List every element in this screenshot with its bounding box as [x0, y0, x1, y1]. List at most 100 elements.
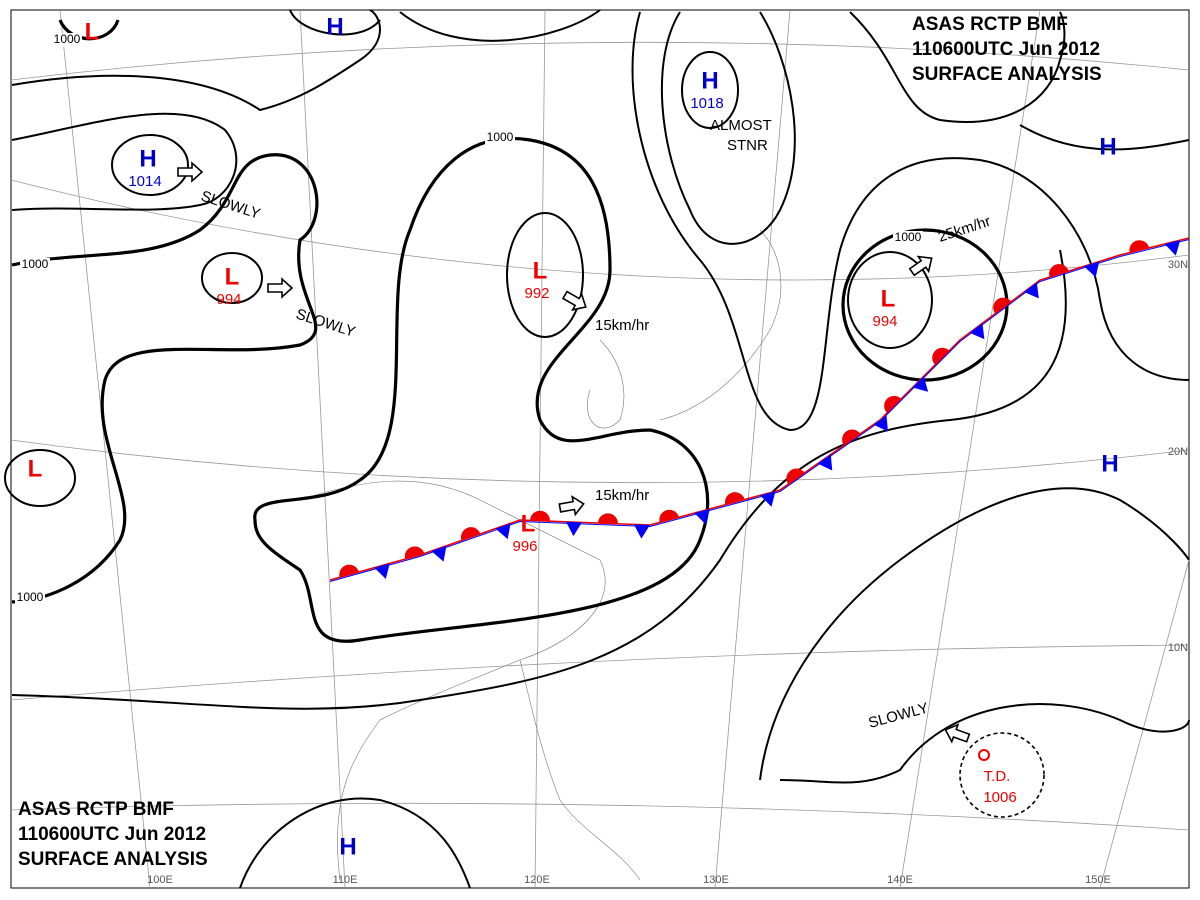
warm-symbol	[884, 395, 902, 413]
pressure-value: 992	[524, 285, 549, 302]
header-line: SURFACE ANALYSIS	[912, 64, 1102, 85]
lat-line	[10, 179, 1190, 281]
pressure-value: 1018	[690, 95, 723, 112]
pressure-symbol: H	[1101, 450, 1118, 477]
isobar	[111, 134, 189, 196]
longitude-label: 120E	[524, 874, 550, 886]
isobar	[11, 9, 381, 112]
stationary-front	[329, 237, 1190, 582]
cold-symbol	[1024, 282, 1039, 299]
cold-symbol	[817, 454, 833, 471]
isobar	[847, 251, 933, 349]
isobar-label: 1000	[54, 32, 81, 46]
isobar	[506, 212, 584, 338]
longitude-label: 110E	[333, 874, 358, 886]
isobar	[11, 249, 1067, 710]
isobar	[631, 11, 1190, 432]
td-circle	[959, 732, 1045, 818]
warm-symbol	[786, 468, 805, 485]
pressure-value: 994	[872, 313, 897, 330]
header-line: 110600UTC Jun 2012	[912, 39, 1100, 60]
lon-line	[714, 9, 791, 889]
isobar-label-bg	[893, 231, 923, 245]
cold-symbol	[374, 563, 390, 580]
motion-arrows	[177, 161, 971, 744]
warm-symbol	[993, 297, 1012, 314]
cold-symbol	[431, 545, 447, 562]
isobar	[1019, 124, 1190, 151]
coastline	[519, 659, 641, 881]
coastlines	[299, 229, 782, 881]
isobar-label-bg	[485, 131, 515, 145]
isobar-label: 1000	[22, 257, 49, 271]
cold-symbol	[565, 521, 582, 537]
cold-symbol	[1164, 240, 1181, 256]
cold-symbol	[633, 524, 650, 539]
isobar	[399, 9, 601, 42]
motion-label: 15km/hr	[595, 317, 649, 334]
warm-symbol	[404, 546, 425, 560]
coastline	[587, 339, 625, 429]
td-pressure: 1006	[983, 789, 1016, 806]
cold-symbol	[694, 508, 710, 525]
isobars	[4, 9, 1190, 889]
motion-label: STNR	[727, 137, 768, 154]
header-line: 110600UTC Jun 2012	[18, 824, 206, 845]
cold-symbol	[969, 323, 985, 340]
isobar	[759, 487, 1190, 781]
pressure-symbol: H	[326, 13, 343, 40]
lon-line	[899, 9, 1041, 889]
isobar	[58, 19, 120, 41]
isobar	[11, 112, 238, 211]
motion-label: ALMOST	[710, 117, 772, 134]
isobar	[779, 703, 1190, 784]
cold-symbol	[912, 376, 929, 392]
coastline	[299, 480, 606, 881]
motion-arrow	[561, 290, 587, 311]
lon-line	[59, 9, 151, 889]
isobar-label: 1000	[17, 590, 44, 604]
lat-line	[10, 439, 1190, 484]
warm-symbol	[659, 509, 679, 523]
lon-line	[299, 9, 346, 889]
cold-symbol	[760, 491, 776, 507]
cold-symbol	[495, 523, 511, 540]
isobar-label-bg	[52, 33, 82, 47]
motion-arrow	[908, 255, 933, 277]
longitude-label: 130E	[703, 874, 729, 886]
header-line: SURFACE ANALYSIS	[18, 849, 208, 870]
pressure-symbol: L	[521, 510, 536, 537]
isobar	[201, 252, 263, 304]
warm-symbol	[339, 564, 359, 578]
warm-symbol	[597, 513, 618, 524]
motion-arrow	[944, 723, 971, 744]
motion-label: 15km/hr	[595, 487, 649, 504]
lat-line	[10, 802, 1190, 831]
warm-symbol	[1129, 240, 1150, 253]
td-label: T.D.	[984, 768, 1011, 785]
longitude-label: 140E	[887, 874, 913, 886]
isobar-label: 1000	[895, 230, 922, 244]
pressure-symbol: L	[533, 257, 548, 284]
isobar	[253, 137, 710, 643]
pressure-symbol: H	[701, 67, 718, 94]
pressure-value: 1014	[128, 173, 161, 190]
cold-symbol	[873, 415, 888, 432]
isobar	[660, 11, 796, 245]
latitude-label: 20N	[1168, 446, 1188, 458]
lon-line	[534, 9, 546, 889]
pressure-symbol: H	[139, 145, 156, 172]
isobar	[681, 51, 739, 129]
pressure-symbol: L	[28, 455, 43, 482]
isobar	[11, 153, 319, 604]
pressure-symbol: H	[339, 833, 356, 860]
isobar	[239, 797, 471, 889]
pressure-symbol: L	[225, 263, 240, 290]
isobar-label-bg	[20, 258, 50, 272]
pressure-value: 996	[512, 538, 537, 555]
td-marker	[978, 749, 990, 761]
isobar-label-bg	[15, 591, 45, 605]
longitude-label: 150E	[1085, 874, 1111, 886]
warm-symbol	[529, 510, 550, 522]
